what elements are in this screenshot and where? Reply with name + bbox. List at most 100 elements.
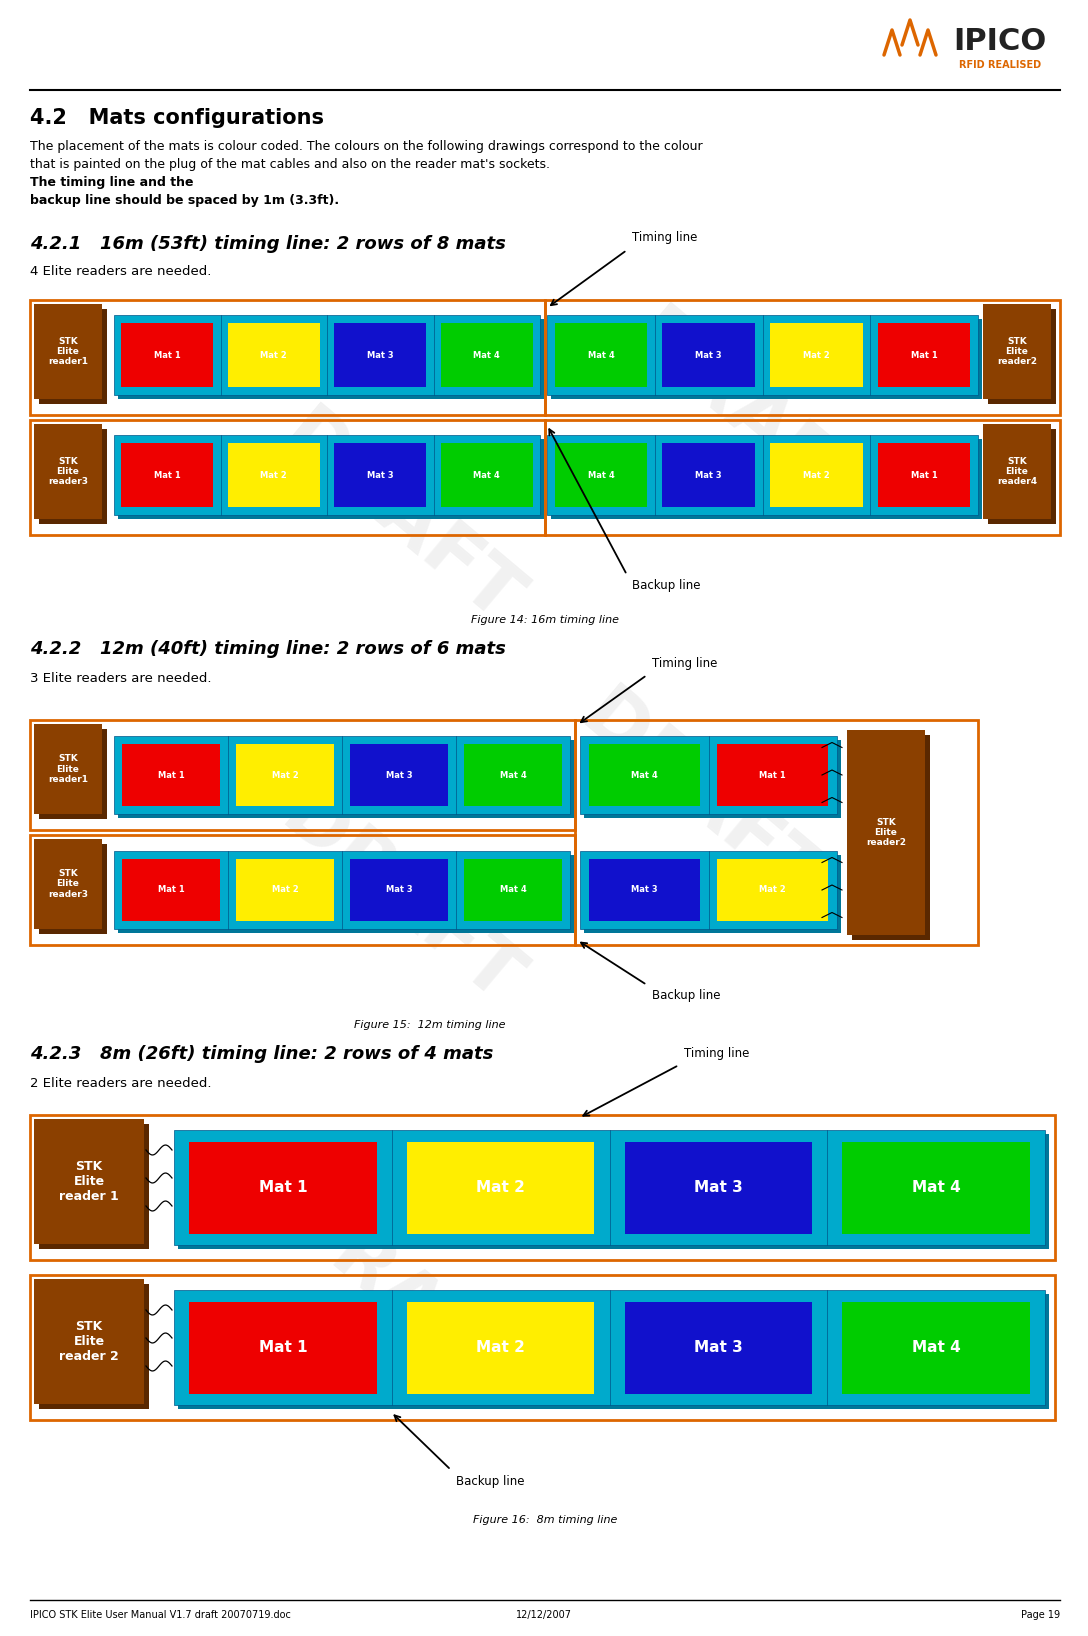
Text: 4.2.1   16m (53ft) timing line: 2 rows of 8 mats: 4.2.1 16m (53ft) timing line: 2 rows of … [30, 236, 506, 254]
Bar [34, 424, 102, 519]
Text: STK
Elite
reader2: STK Elite reader2 [997, 337, 1037, 366]
Text: 3 Elite readers are needed.: 3 Elite readers are needed. [30, 672, 211, 685]
Bar [545, 299, 1060, 416]
Bar [114, 736, 570, 815]
Text: 2 Elite readers are needed.: 2 Elite readers are needed. [30, 1076, 211, 1090]
Bar [852, 735, 930, 941]
Bar [34, 725, 102, 815]
Text: Page 19: Page 19 [1021, 1610, 1060, 1620]
Bar [30, 299, 545, 416]
Bar [589, 744, 700, 807]
Text: Mat 1: Mat 1 [911, 471, 938, 479]
Text: Mat 2: Mat 2 [803, 350, 830, 360]
Text: The placement of the mats is colour coded. The colours on the following drawings: The placement of the mats is colour code… [30, 141, 703, 154]
Bar [236, 744, 334, 807]
Bar [114, 316, 540, 394]
Bar [39, 1124, 149, 1248]
Bar [584, 856, 841, 933]
Bar [545, 420, 1060, 535]
Text: Mat 4: Mat 4 [473, 471, 500, 479]
Bar [118, 739, 574, 818]
Bar [228, 443, 320, 507]
Text: Mat 4: Mat 4 [499, 771, 527, 779]
Bar [580, 851, 837, 929]
Bar [407, 1302, 594, 1394]
Text: STK
Elite
reader4: STK Elite reader4 [997, 456, 1037, 486]
Text: DRAFT: DRAFT [267, 1180, 533, 1420]
Bar [625, 1142, 812, 1234]
Bar [717, 859, 828, 921]
Bar [174, 1291, 1044, 1405]
Bar [30, 1274, 1055, 1420]
Bar [770, 322, 863, 388]
Text: STK
Elite
reader 2: STK Elite reader 2 [59, 1320, 119, 1363]
Text: that is painted on the plug of the mat cables and also on the reader mat's socke: that is painted on the plug of the mat c… [30, 159, 554, 172]
Bar [34, 304, 102, 399]
Text: Mat 4: Mat 4 [912, 1180, 961, 1194]
Text: Mat 2: Mat 2 [477, 1340, 526, 1355]
Bar [334, 443, 426, 507]
Text: Mat 3: Mat 3 [367, 471, 394, 479]
Bar [555, 443, 647, 507]
Bar [178, 1134, 1049, 1248]
Text: Timing line: Timing line [632, 232, 697, 244]
Text: DRAFT: DRAFT [267, 399, 533, 640]
Text: 4 Elite readers are needed.: 4 Elite readers are needed. [30, 265, 211, 278]
Bar [463, 859, 562, 921]
Text: Mat 2: Mat 2 [272, 885, 298, 895]
Bar [30, 1116, 1055, 1260]
Text: STK
Elite
reader3: STK Elite reader3 [48, 456, 88, 486]
Text: backup line should be spaced by 1m (3.3ft).: backup line should be spaced by 1m (3.3f… [30, 195, 339, 208]
Bar [842, 1142, 1029, 1234]
Bar [878, 443, 970, 507]
Text: Mat 3: Mat 3 [631, 885, 657, 895]
Text: Mat 1: Mat 1 [259, 1180, 307, 1194]
Bar [982, 424, 1051, 519]
Bar [878, 322, 970, 388]
Text: Mat 4: Mat 4 [499, 885, 527, 895]
Text: 12/12/2007: 12/12/2007 [516, 1610, 572, 1620]
Text: Mat 4: Mat 4 [588, 350, 615, 360]
Text: Mat 3: Mat 3 [694, 1340, 743, 1355]
Bar [574, 720, 978, 946]
Bar [114, 435, 540, 515]
Text: Mat 4: Mat 4 [588, 471, 615, 479]
Bar [463, 744, 562, 807]
Text: Backup line: Backup line [456, 1476, 524, 1489]
Bar [717, 744, 828, 807]
Bar [580, 736, 837, 815]
Text: Mat 3: Mat 3 [694, 1180, 743, 1194]
Text: Mat 4: Mat 4 [912, 1340, 961, 1355]
Bar [846, 730, 925, 936]
Bar [551, 319, 982, 399]
Text: Timing line: Timing line [684, 1047, 750, 1060]
Text: Figure 14: 16m timing line: Figure 14: 16m timing line [471, 615, 619, 625]
Text: Figure 15:  12m timing line: Figure 15: 12m timing line [355, 1019, 506, 1031]
Text: DRAFT: DRAFT [617, 299, 883, 540]
Bar [122, 443, 213, 507]
Text: STK
Elite
reader2: STK Elite reader2 [866, 818, 906, 847]
Bar [441, 443, 532, 507]
Text: Mat 1: Mat 1 [911, 350, 938, 360]
Bar [547, 435, 978, 515]
Text: RFID REALISED: RFID REALISED [959, 61, 1041, 70]
Bar [334, 322, 426, 388]
Bar [589, 859, 700, 921]
Bar [34, 1279, 144, 1404]
Text: The timing line and the: The timing line and the [30, 177, 194, 190]
Bar [34, 839, 102, 929]
Bar [34, 1119, 144, 1243]
Text: Backup line: Backup line [652, 988, 720, 1001]
Bar [547, 316, 978, 394]
Text: Mat 1: Mat 1 [259, 1340, 307, 1355]
Text: IPICO: IPICO [953, 28, 1047, 57]
Text: Mat 3: Mat 3 [695, 350, 722, 360]
Bar [39, 1284, 149, 1409]
Bar [39, 730, 107, 820]
Text: Mat 1: Mat 1 [158, 885, 184, 895]
Bar [118, 319, 544, 399]
Text: Mat 2: Mat 2 [260, 350, 287, 360]
Bar [30, 720, 574, 829]
Bar [122, 859, 220, 921]
Text: Mat 1: Mat 1 [153, 471, 181, 479]
